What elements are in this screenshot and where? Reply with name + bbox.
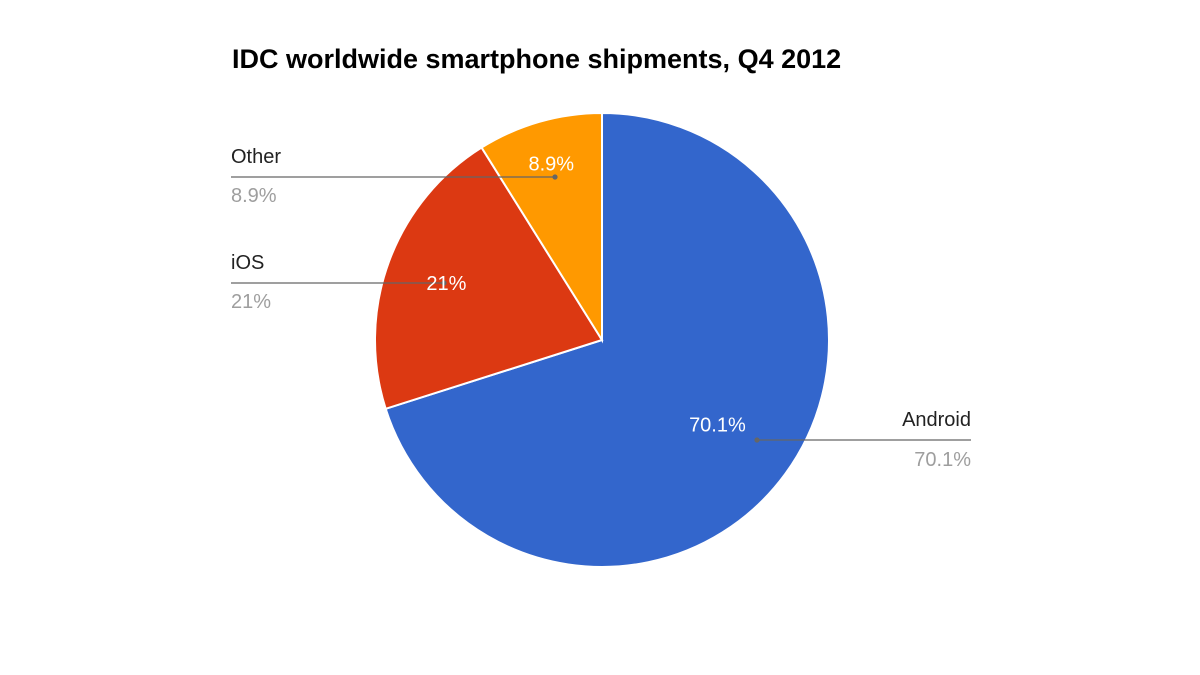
legend-name-android: Android: [902, 409, 971, 431]
legend-pct-android: 70.1%: [914, 449, 971, 471]
leader-dot-other: [552, 174, 558, 180]
legend-labels: Android 70.1% iOS 21% Other 8.9%: [231, 146, 971, 471]
legend-name-ios: iOS: [231, 252, 264, 274]
pie-slice-other: [480, 111, 603, 344]
leader-lines: [231, 174, 971, 443]
pie-slice-ios: [374, 146, 604, 411]
pie-slice-android: [384, 111, 830, 568]
legend-name-other: Other: [231, 146, 281, 168]
slice-label-android: 70.1%: [689, 414, 746, 436]
pie-slices: [374, 111, 830, 568]
chart-title: IDC worldwide smartphone shipments, Q4 2…: [232, 44, 841, 74]
leader-dot-ios: [441, 280, 447, 286]
legend-pct-ios: 21%: [231, 291, 271, 313]
slice-label-ios: 21%: [426, 273, 466, 295]
legend-pct-other: 8.9%: [231, 185, 277, 207]
slice-label-other: 8.9%: [528, 153, 574, 175]
leader-dot-android: [754, 437, 760, 443]
slice-labels: 70.1% 21% 8.9%: [426, 153, 746, 436]
